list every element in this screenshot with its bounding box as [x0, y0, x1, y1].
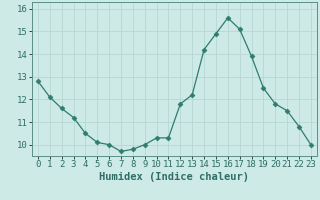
- X-axis label: Humidex (Indice chaleur): Humidex (Indice chaleur): [100, 172, 249, 182]
